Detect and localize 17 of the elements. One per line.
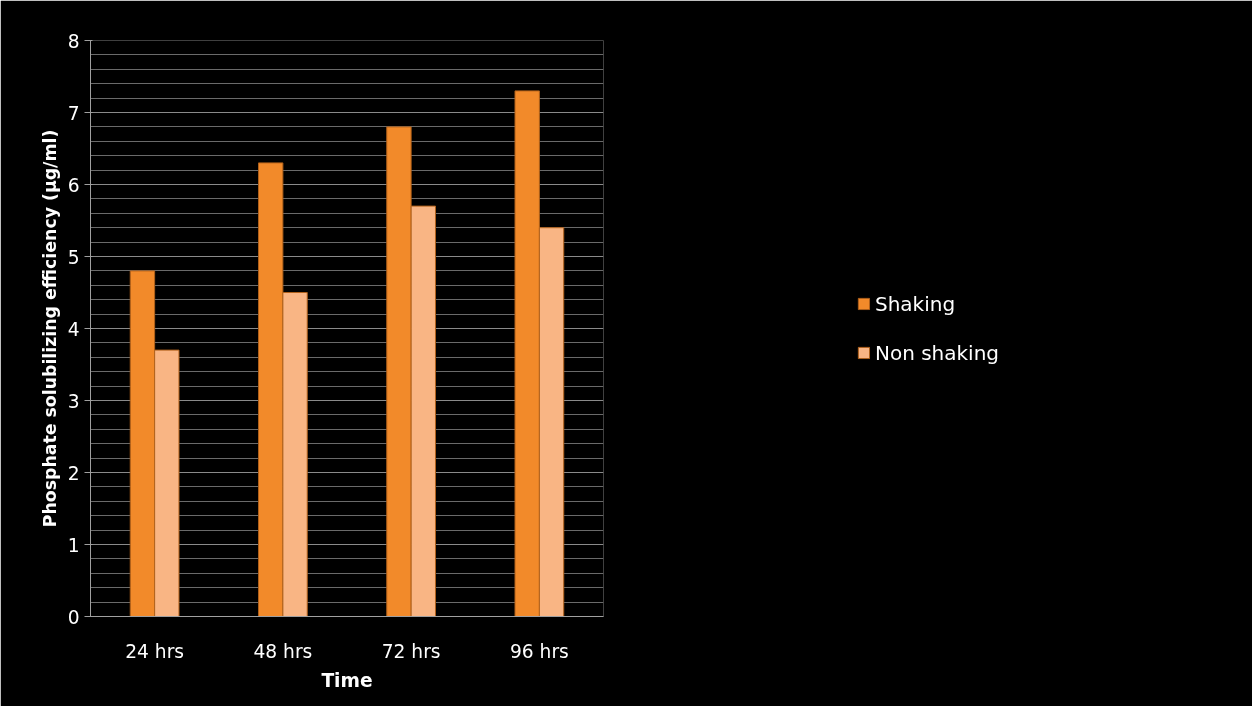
y-tick-label: 6 (67, 174, 80, 196)
y-tick-label: 1 (67, 534, 80, 556)
y-tick-label: 8 (67, 30, 80, 52)
y-tick-label: 3 (67, 390, 80, 412)
y-tick-label: 0 (67, 606, 80, 628)
legend-label: Shaking (874, 291, 956, 316)
x-axis-title: Time (321, 669, 373, 691)
y-tick-label: 4 (67, 318, 80, 340)
y-tick-label: 7 (67, 102, 80, 124)
y-tick-label: 2 (67, 462, 80, 484)
x-tick-label: 72 hrs (381, 640, 441, 662)
legend-label: Non shaking (874, 340, 1000, 365)
x-tick-label: 96 hrs (509, 640, 569, 662)
y-axis-title: Phosphate solubilizing efficiency (µg/ml) (39, 129, 60, 528)
x-tick-label: 24 hrs (125, 640, 185, 662)
y-tick-label: 5 (67, 246, 80, 268)
x-tick-label: 48 hrs (253, 640, 313, 662)
